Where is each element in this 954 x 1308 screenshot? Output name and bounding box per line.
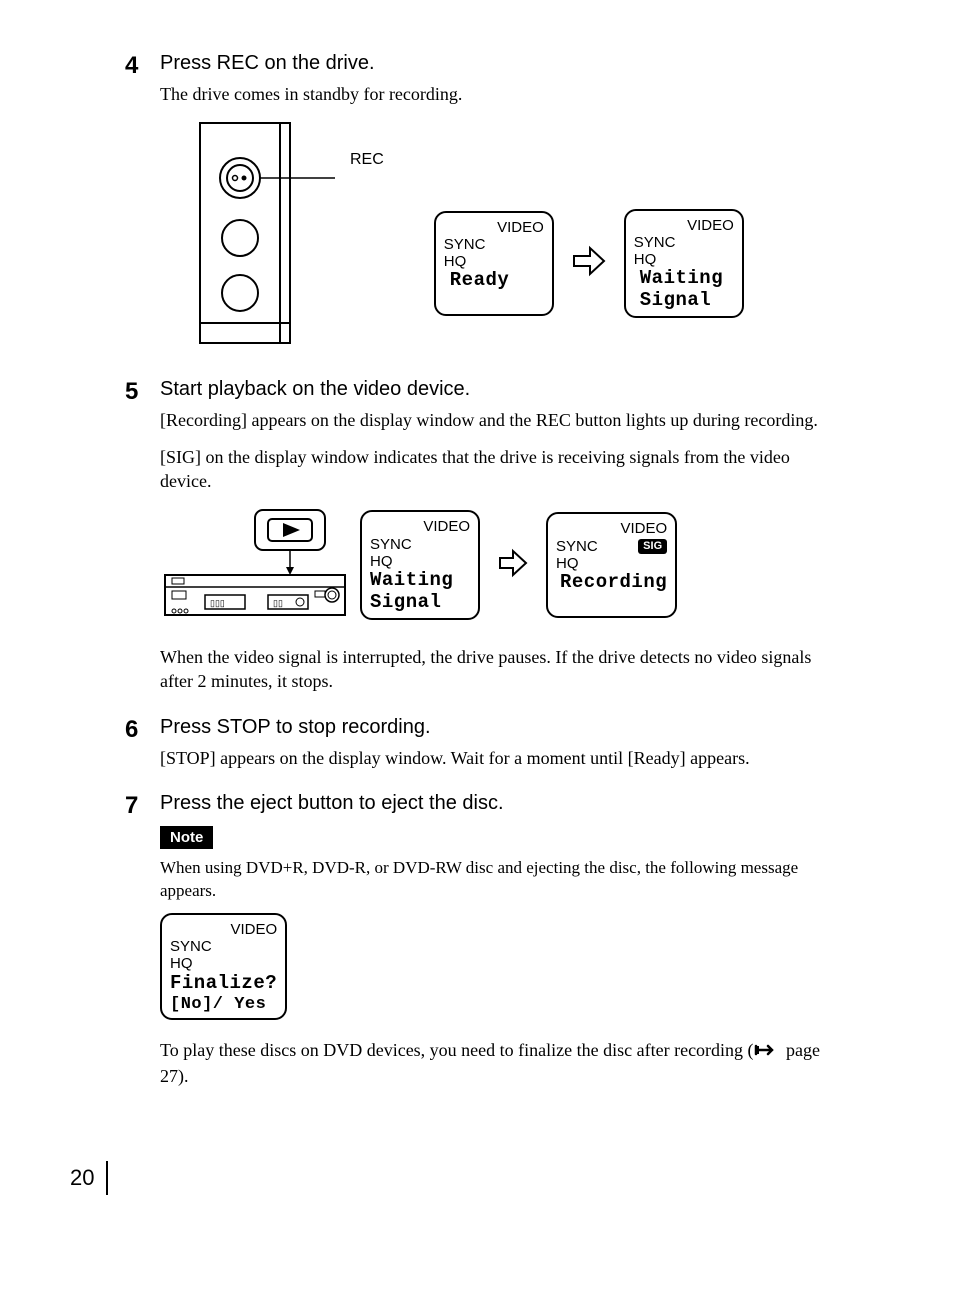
display-status-line2: Signal <box>370 592 470 614</box>
step-title: Press STOP to stop recording. <box>160 714 829 740</box>
step-number: 7 <box>125 790 160 1101</box>
page-number-area: 20 <box>70 1161 829 1195</box>
display-hq-label: HQ <box>556 555 667 572</box>
display-status-line2: [No]/ Yes <box>170 995 277 1015</box>
step-number: 4 <box>125 50 160 368</box>
display-sync-label: SYNC <box>634 234 734 251</box>
svg-text:▯▯▯: ▯▯▯ <box>210 598 225 608</box>
display-finalize: VIDEO SYNC HQ Finalize? [No]/ Yes <box>160 913 287 1020</box>
display-status-line1: Waiting <box>370 570 470 592</box>
display-hq-label: HQ <box>444 253 544 270</box>
display-video-label: VIDEO <box>170 921 277 938</box>
display-sync-label: SYNC <box>370 536 470 553</box>
note-after-text: To play these discs on DVD devices, you … <box>160 1038 829 1089</box>
step-7: 7 Press the eject button to eject the di… <box>125 790 829 1101</box>
page-divider <box>106 1161 108 1195</box>
svg-text:▯▯: ▯▯ <box>273 598 283 608</box>
step-number: 6 <box>125 714 160 782</box>
step-desc: [Recording] appears on the display windo… <box>160 408 829 432</box>
display-status-line1: Waiting <box>634 268 734 290</box>
step-5: 5 Start playback on the video device. [R… <box>125 376 829 705</box>
display-video-label: VIDEO <box>556 520 667 537</box>
step5-diagram: ▯▯▯ ▯▯ VIDEO SYNC <box>160 505 829 625</box>
display-sync-label: SYNC <box>444 236 544 253</box>
display-video-label: VIDEO <box>444 219 544 236</box>
vcr-play-icon: ▯▯▯ ▯▯ <box>160 505 350 625</box>
display-hq-label: HQ <box>634 251 734 268</box>
display-ready: VIDEO SYNC HQ Ready <box>434 211 554 317</box>
arrow-right-icon <box>572 244 606 283</box>
step-title: Start playback on the video device. <box>160 376 829 402</box>
display-status: Recording <box>556 572 667 594</box>
sig-badge: SIG <box>638 539 667 554</box>
display-recording: VIDEO SYNC SIG HQ Recording <box>546 512 677 618</box>
display-status-line2: Signal <box>634 290 734 312</box>
step-desc: [STOP] appears on the display window. Wa… <box>160 746 829 770</box>
display-status: Ready <box>444 270 544 292</box>
display-sync-label: SYNC <box>556 538 598 555</box>
note-text: When using DVD+R, DVD-R, or DVD-RW disc … <box>160 857 829 903</box>
rec-label: REC <box>350 151 384 169</box>
step-6: 6 Press STOP to stop recording. [STOP] a… <box>125 714 829 782</box>
display-status-line1: Finalize? <box>170 973 277 995</box>
arrow-right-icon <box>498 548 528 583</box>
display-waiting: VIDEO SYNC HQ Waiting Signal <box>360 510 480 619</box>
display-video-label: VIDEO <box>634 217 734 234</box>
display-sync-label: SYNC <box>170 938 277 955</box>
step-title: Press REC on the drive. <box>160 50 829 76</box>
note-after-prefix: To play these discs on DVD devices, you … <box>160 1040 754 1060</box>
step-title: Press the eject button to eject the disc… <box>160 790 829 816</box>
drive-front-icon <box>160 118 340 348</box>
page-number: 20 <box>70 1165 94 1191</box>
hand-pointer-icon <box>754 1040 782 1064</box>
step-desc: When the video signal is interrupted, th… <box>160 645 829 694</box>
step-desc: [SIG] on the display window indicates th… <box>160 445 829 494</box>
note-label: Note <box>160 826 213 849</box>
display-waiting: VIDEO SYNC HQ Waiting Signal <box>624 209 744 318</box>
display-video-label: VIDEO <box>370 518 470 535</box>
step4-diagram: REC VIDEO SYNC HQ Ready <box>160 118 829 348</box>
display-hq-label: HQ <box>370 553 470 570</box>
step-4: 4 Press REC on the drive. The drive come… <box>125 50 829 368</box>
display-hq-label: HQ <box>170 955 277 972</box>
step-desc: The drive comes in standby for recording… <box>160 82 829 106</box>
step-number: 5 <box>125 376 160 705</box>
